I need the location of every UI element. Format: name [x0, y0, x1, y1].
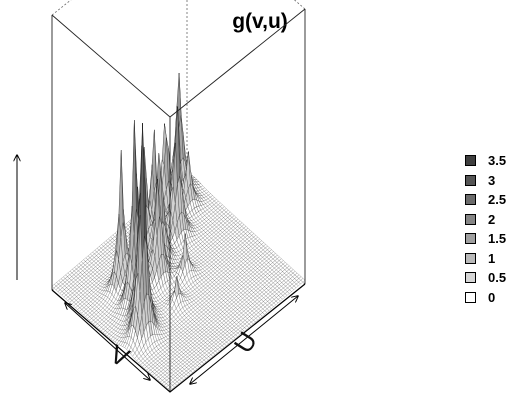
legend-swatch	[465, 291, 476, 303]
legend-label: 2	[488, 211, 496, 227]
legend-label: 1.5	[488, 231, 507, 247]
legend-item: 0	[465, 288, 506, 308]
legend-swatch	[465, 272, 476, 284]
v-axis-arrow	[65, 303, 150, 380]
legend-swatch	[465, 233, 476, 245]
legend-swatch	[465, 252, 476, 264]
legend-swatch	[465, 155, 476, 167]
legend-item: 3	[465, 171, 506, 191]
legend-item: 3.5	[465, 151, 506, 171]
legend-item: 2	[465, 210, 506, 230]
chart-title: g(v,u)	[232, 10, 288, 33]
legend-item: 1	[465, 249, 506, 269]
legend-item: 2.5	[465, 190, 506, 210]
box-edge	[169, 8, 306, 118]
box-edge-hidden	[293, 0, 306, 10]
legend-label: 2.5	[488, 192, 507, 208]
box-edge-hidden	[51, 0, 72, 16]
u-axis-arrow	[190, 296, 298, 384]
legend-label: 0.5	[488, 270, 507, 286]
box-edge	[51, 14, 171, 118]
legend-item: 1.5	[465, 229, 506, 249]
legend-label: 3	[488, 172, 496, 188]
surface-mesh	[51, 72, 306, 391]
axes	[17, 155, 298, 384]
legend-label: 3.5	[488, 153, 507, 169]
legend-label: 1	[488, 250, 496, 266]
legend: 3.5 3 2.5 2 1.5 1 0.5 0	[465, 151, 506, 307]
legend-swatch	[465, 194, 476, 206]
legend-label: 0	[488, 289, 496, 305]
legend-item: 0.5	[465, 268, 506, 288]
legend-swatch	[465, 174, 476, 186]
legend-swatch	[465, 213, 476, 225]
